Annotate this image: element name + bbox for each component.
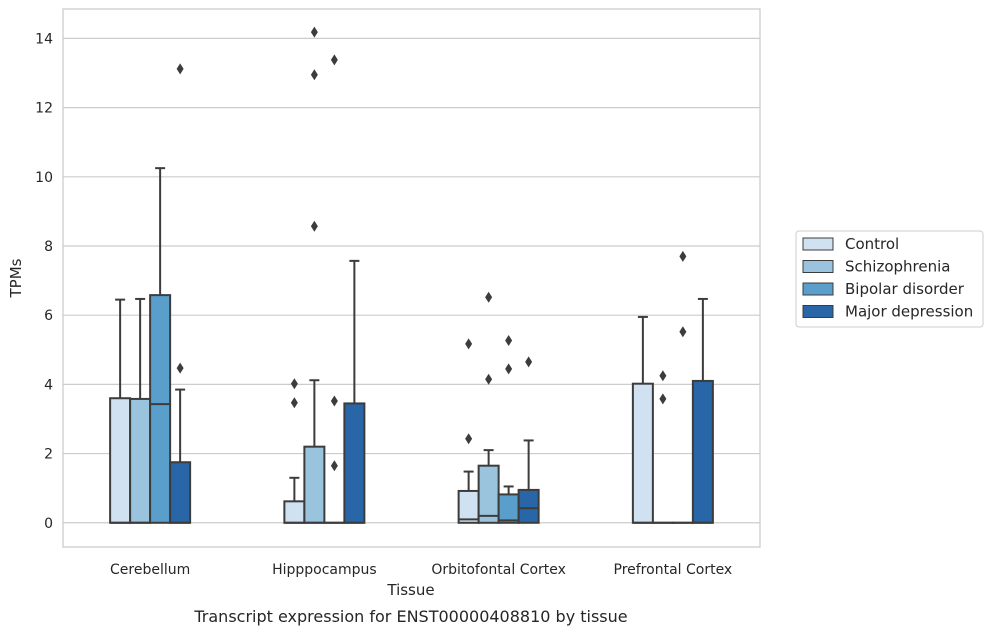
plot-frame: [62, 8, 761, 548]
box-major-depression: [517, 356, 540, 524]
box: [149, 294, 172, 524]
outlier-point: [465, 433, 473, 445]
outlier-point: [290, 397, 298, 409]
y-axis-title: TPMs: [7, 258, 25, 298]
legend-swatch: [802, 282, 834, 296]
outlier-point: [290, 378, 298, 390]
box-major-depression: [691, 297, 714, 524]
box: [303, 445, 326, 524]
legend-label: Bipolar disorder: [845, 280, 965, 298]
outlier-point: [310, 220, 318, 232]
box: [497, 493, 520, 524]
box-schizophrenia: [651, 370, 674, 524]
outlier-point: [485, 373, 493, 385]
y-tick-label: 6: [44, 308, 53, 324]
box: [691, 379, 714, 524]
box-bipolar-disorder: [149, 167, 172, 524]
outlier-point: [485, 291, 493, 303]
box-major-depression: [343, 259, 366, 524]
box-control: [109, 298, 132, 524]
box-control: [631, 315, 654, 524]
outlier-point: [505, 334, 513, 346]
y-tick-labels: 0 2 4 6 8 10 12 14: [35, 31, 53, 531]
x-tick-label: Cerebellum: [110, 562, 190, 578]
box: [631, 382, 654, 524]
box-bipolar-disorder: [323, 54, 346, 524]
outlier-point: [659, 393, 667, 405]
legend: Control Schizophrenia Bipolar disorder Majo…: [795, 230, 984, 328]
outlier-point: [330, 54, 338, 66]
box-major-depression: [169, 63, 192, 524]
legend-label: Control: [845, 235, 899, 253]
box: [517, 488, 540, 524]
outlier-point: [176, 63, 184, 75]
box-schizophrenia: [477, 291, 500, 524]
y-tick-label: 12: [35, 101, 53, 117]
outlier-point: [505, 363, 513, 375]
legend-swatch: [802, 260, 834, 273]
legend-label: Schizophrenia: [845, 258, 950, 276]
box-schizophrenia: [129, 297, 152, 524]
box: [283, 500, 306, 524]
outlier-point: [310, 26, 318, 38]
outlier-point: [525, 356, 533, 368]
box: [109, 397, 132, 524]
box: [343, 402, 366, 524]
y-tick-label: 10: [35, 170, 53, 186]
legend-label: Major depression: [845, 303, 973, 321]
box: [129, 397, 152, 524]
y-tick-label: 14: [35, 31, 53, 47]
box-plots: [109, 26, 714, 524]
outlier-point: [176, 362, 184, 374]
outlier-point: [330, 395, 338, 407]
y-tick-label: 4: [44, 377, 53, 393]
box: [169, 461, 192, 524]
x-tick-labels: Cerebellum Hipppocampus Orbitofontal Corte…: [110, 562, 732, 578]
legend-swatch: [802, 237, 834, 251]
x-tick-label: Hipppocampus: [272, 562, 377, 578]
outlier-point: [330, 460, 338, 472]
x-axis-title: Tissue: [386, 581, 434, 599]
outlier-point: [679, 326, 687, 338]
outlier-point: [465, 338, 473, 350]
y-tick-label: 2: [44, 447, 53, 463]
x-tick-label: Orbitofontal Cortex: [431, 562, 566, 578]
outlier-point: [679, 250, 687, 262]
box: [477, 464, 500, 524]
chart-caption: Transcript expression for ENST0000040881…: [193, 607, 627, 626]
outlier-point: [659, 370, 667, 382]
legend-frame: [795, 230, 984, 328]
legend-swatch: [802, 305, 834, 318]
y-tick-label: 8: [44, 239, 53, 255]
box-schizophrenia: [303, 26, 326, 524]
x-tick-label: Prefrontal Cortex: [614, 562, 733, 578]
box-control: [457, 338, 480, 524]
box-control: [283, 378, 306, 524]
box: [457, 489, 480, 524]
outlier-point: [310, 69, 318, 81]
y-tick-label: 0: [44, 516, 53, 532]
